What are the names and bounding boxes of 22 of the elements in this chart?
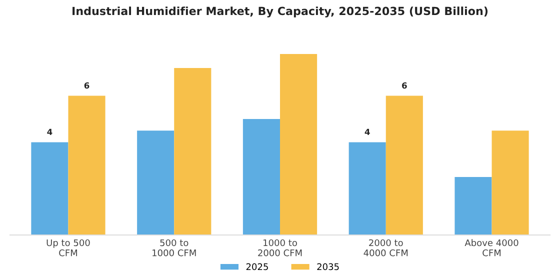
data-label: 4 <box>364 128 370 135</box>
legend-label: 2025 <box>246 263 268 270</box>
x-tick-label: 500 to 1000 CFM <box>152 239 196 256</box>
bar <box>68 96 106 235</box>
data-label: 6 <box>84 82 90 89</box>
x-tick-label: 2000 to 4000 CFM <box>364 239 408 256</box>
x-tick-label: Above 4000 CFM <box>464 239 518 256</box>
bar <box>454 177 492 235</box>
bar <box>31 142 68 235</box>
bar <box>492 130 529 235</box>
data-label: 4 <box>47 128 52 135</box>
bar <box>242 119 280 235</box>
chart-title: Industrial Humidifier Market, By Capacity, 2025-2035 (USD Billion) <box>72 6 488 18</box>
bar <box>386 96 423 235</box>
bar <box>280 54 318 235</box>
data-label: 6 <box>402 82 407 89</box>
x-tick-label: Up to 500 CFM <box>46 239 90 256</box>
bar <box>348 142 386 235</box>
x-tick-label: 1000 to 2000 CFM <box>258 239 302 256</box>
bar <box>137 130 174 235</box>
legend-label: 2035 <box>317 263 339 270</box>
bar <box>174 68 212 235</box>
